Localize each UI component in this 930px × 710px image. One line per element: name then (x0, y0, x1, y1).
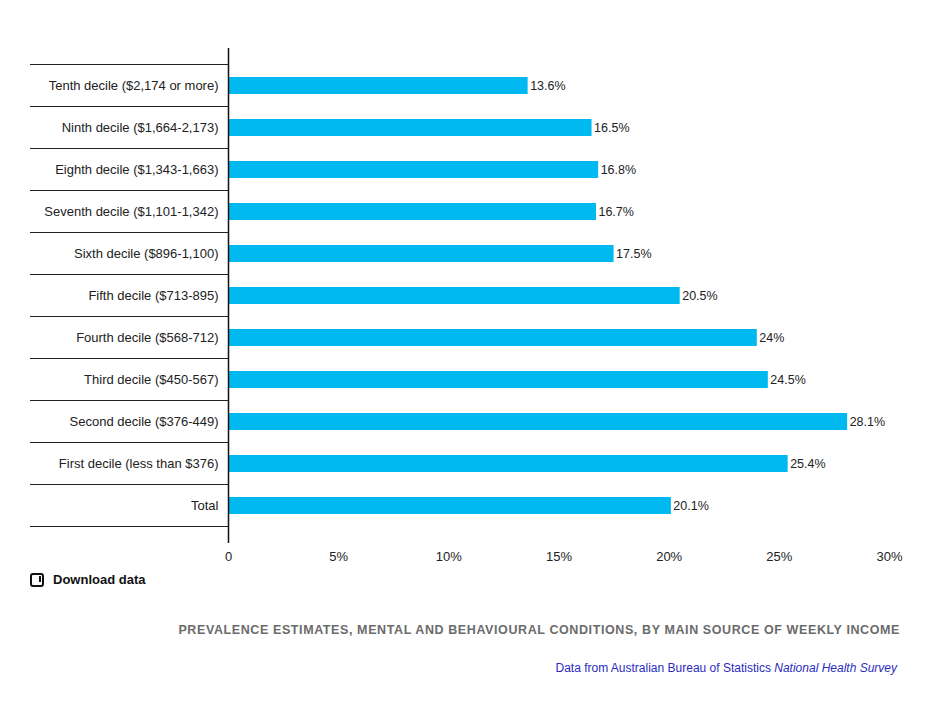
svg-text:30%: 30% (876, 549, 902, 564)
svg-text:10%: 10% (436, 549, 462, 564)
svg-text:Eighth decile ($1,343-1,663): Eighth decile ($1,343-1,663) (55, 162, 218, 177)
svg-text:15%: 15% (546, 549, 572, 564)
svg-text:24%: 24% (759, 331, 784, 345)
html-text:PREVALENCE ESTIMATES, MENTAL A: PREVALENCE ESTIMATES, MENTAL AND BEHAVIO… (178, 623, 900, 637)
svg-text:Ninth decile ($1,664-2,173): Ninth decile ($1,664-2,173) (62, 120, 219, 135)
svg-text:Fifth decile ($713-895): Fifth decile ($713-895) (88, 288, 218, 303)
svg-text:0: 0 (225, 549, 232, 564)
svg-text:First decile (less than $376): First decile (less than $376) (59, 456, 219, 471)
svg-text:Total: Total (191, 498, 219, 513)
svg-text:16.8%: 16.8% (601, 163, 636, 177)
svg-text:Sixth decile ($896-1,100): Sixth decile ($896-1,100) (74, 246, 219, 261)
svg-text:Second decile ($376-449): Second decile ($376-449) (70, 414, 219, 429)
svg-text:24.5%: 24.5% (770, 373, 805, 387)
html-text:Data from Australian Bureau of: Data from Australian Bureau of Statistic… (555, 661, 897, 675)
svg-text:16.5%: 16.5% (594, 121, 629, 135)
svg-text:Third decile ($450-567): Third decile ($450-567) (84, 372, 218, 387)
svg-text:16.7%: 16.7% (598, 205, 633, 219)
svg-text:20.5%: 20.5% (682, 289, 717, 303)
svg-text:25.4%: 25.4% (790, 457, 825, 471)
svg-text:Fourth decile ($568-712): Fourth decile ($568-712) (76, 330, 218, 345)
svg-text:13.6%: 13.6% (530, 79, 565, 93)
svg-text:28.1%: 28.1% (850, 415, 885, 429)
svg-text:20%: 20% (656, 549, 682, 564)
svg-text:Tenth decile ($2,174 or more): Tenth decile ($2,174 or more) (49, 78, 219, 93)
svg-text:5%: 5% (329, 549, 348, 564)
svg-text:17.5%: 17.5% (616, 247, 651, 261)
svg-text:20.1%: 20.1% (673, 499, 708, 513)
html-text:Download data: Download data (53, 572, 146, 587)
svg-text:Seventh decile ($1,101-1,342): Seventh decile ($1,101-1,342) (44, 204, 218, 219)
svg-text:25%: 25% (766, 549, 792, 564)
